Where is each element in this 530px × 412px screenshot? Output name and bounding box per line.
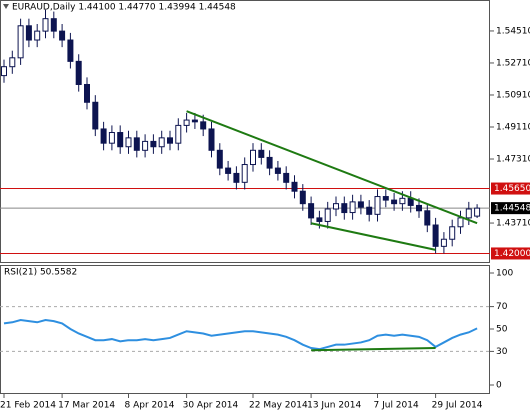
candle-body: [283, 172, 290, 183]
rsi-y-tick-label: 70: [496, 302, 508, 312]
chart-title: EURAUD,Daily 1.44100 1.44770 1.43994 1.4…: [12, 3, 236, 13]
candle-body: [216, 149, 223, 169]
candle-body: [92, 101, 99, 130]
indicator-title: RSI(21) 50.5582: [4, 268, 77, 278]
rsi-y-tick-label: 0: [496, 381, 502, 391]
y-tick-label: 1.43710: [496, 219, 530, 229]
level-label-box: [491, 182, 530, 195]
level-label: 1.42000: [494, 249, 530, 259]
candle-body: [391, 199, 398, 205]
rsi-y-tick-label: 50: [496, 325, 508, 335]
candle-body: [291, 181, 298, 192]
x-tick-label: 8 Apr 2014: [125, 401, 175, 411]
y-tick-label: 1.50910: [496, 90, 530, 100]
y-tick-label: 1.47310: [496, 155, 530, 165]
candle-body: [158, 137, 165, 148]
y-tick-label: 1.49110: [496, 122, 530, 132]
level-label-box: [491, 202, 530, 215]
candle-body: [366, 206, 373, 215]
rsi-trendline: [311, 347, 436, 352]
candle-body: [465, 208, 472, 219]
x-tick-label: 29 Jul 2014: [432, 401, 483, 411]
rsi-y-tick-label: 100: [496, 269, 513, 279]
candle-body: [100, 128, 107, 144]
candle-body: [1, 66, 7, 77]
trendline: [310, 222, 436, 251]
level-label-box: [491, 247, 530, 260]
candle-body: [133, 137, 140, 151]
candle-body: [67, 39, 74, 62]
x-tick-label: 21 Feb 2014: [0, 401, 56, 411]
candle-body: [84, 83, 90, 103]
candle-body: [308, 203, 315, 219]
candle-body: [108, 132, 115, 144]
trendline: [186, 110, 478, 225]
rsi-y-tick-label: 30: [496, 347, 508, 357]
candle-body: [225, 167, 232, 174]
candle-body: [250, 149, 256, 166]
candle-body: [167, 137, 173, 144]
candle-body: [183, 119, 190, 126]
candle-body: [382, 196, 389, 201]
candle-body: [407, 197, 414, 206]
candle-body: [59, 30, 66, 41]
candle-body: [117, 132, 124, 148]
price-pane: [0, 0, 490, 263]
candle-body: [299, 190, 306, 205]
candle-body: [399, 197, 406, 205]
candle-body: [191, 119, 198, 123]
candle-body: [341, 203, 348, 214]
level-label: 1.44548: [494, 204, 530, 214]
candle-body: [125, 137, 132, 148]
candle-body: [374, 196, 381, 215]
y-tick-label: 1.54510: [496, 26, 530, 36]
candle-body: [142, 140, 149, 151]
pane-icon: [3, 4, 9, 9]
candle-body: [9, 57, 16, 68]
candle-body: [233, 172, 240, 183]
rsi-pane: [0, 265, 490, 394]
candle-body: [457, 217, 464, 228]
candle-body: [208, 128, 215, 151]
candle-body: [17, 25, 24, 59]
candle-body: [266, 156, 273, 169]
x-tick-label: 13 Jun 2014: [307, 401, 361, 411]
candle-body: [34, 30, 41, 41]
candle-body: [274, 167, 281, 174]
candle-body: [258, 149, 265, 158]
candle-body: [316, 217, 323, 222]
indicator-line: [3, 319, 478, 351]
x-tick-label: 30 Apr 2014: [183, 401, 239, 411]
x-tick-label: 17 Mar 2014: [58, 401, 115, 411]
y-tick-label: 1.52710: [496, 58, 530, 68]
candle-body: [357, 201, 364, 208]
candle-body: [25, 25, 32, 41]
candle-body: [449, 226, 456, 240]
candle-body: [200, 121, 207, 130]
candle-body: [50, 18, 57, 32]
candle-body: [175, 124, 182, 144]
candle-body: [424, 210, 431, 226]
candle-body: [42, 18, 49, 32]
candle-body: [416, 204, 422, 212]
candle-body: [324, 208, 331, 222]
candle-body: [349, 201, 356, 214]
candle-body: [333, 203, 339, 210]
candle-body: [440, 238, 447, 247]
level-label: 1.45650: [494, 184, 530, 194]
x-tick-label: 22 May 2014: [249, 401, 308, 411]
candle-body: [474, 207, 481, 217]
candle-body: [150, 140, 157, 148]
candle-body: [241, 164, 248, 183]
candle-body: [432, 224, 439, 247]
candle-body: [75, 60, 82, 85]
x-tick-label: 7 Jul 2014: [374, 401, 419, 411]
